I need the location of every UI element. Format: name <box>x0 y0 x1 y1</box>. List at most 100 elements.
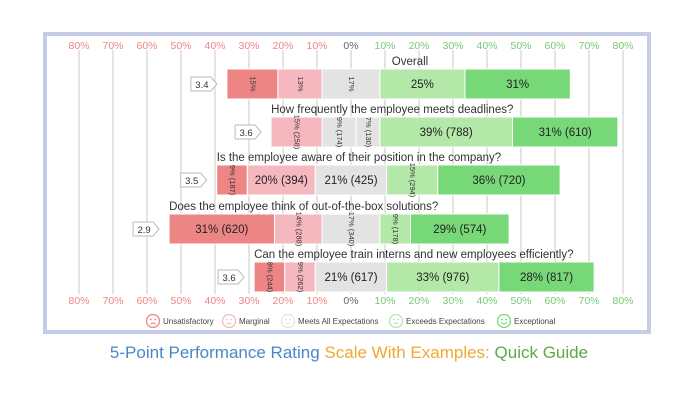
bar-segment <box>498 261 595 293</box>
tick-label: 20% <box>272 40 293 52</box>
row-1: Overall 3.4 15% 13% 17% 25% 31% <box>190 56 571 100</box>
bar-segment <box>379 116 513 148</box>
tick-label: 30% <box>238 40 259 52</box>
eye <box>149 318 152 321</box>
data-label: 20% (394) <box>255 175 308 187</box>
legend-item: Exceptional <box>496 313 556 329</box>
sad-face-icon <box>221 313 237 329</box>
eye <box>225 318 228 321</box>
data-label: 21% (617) <box>324 272 377 284</box>
bar-segment <box>379 68 466 100</box>
tick-label: 60% <box>136 295 157 307</box>
tick-label: 20% <box>408 295 429 307</box>
tick-label: 10% <box>306 40 327 52</box>
question-label: Is the employee aware of their position … <box>217 152 501 164</box>
mouth <box>226 322 232 325</box>
bar-segment <box>321 116 357 148</box>
tick-label: 70% <box>102 40 123 52</box>
bar-segment <box>321 213 381 245</box>
eye <box>505 318 508 321</box>
caption-part-1: 5-Point Performance Rating <box>109 343 320 362</box>
legend: Unsatisfactory Marginal Meets All Expectat… <box>145 313 556 329</box>
tick-label: 70% <box>578 40 599 52</box>
tick-label: 50% <box>170 40 191 52</box>
data-label: 31% <box>506 79 529 91</box>
tick-label: 80% <box>68 295 89 307</box>
legend-label: Marginal <box>239 317 270 326</box>
legend-label: Exceptional <box>514 317 556 326</box>
mouth <box>500 321 508 325</box>
tick-label: 40% <box>204 40 225 52</box>
score-value: 2.9 <box>137 225 150 236</box>
tick-label: 50% <box>170 295 191 307</box>
data-label: 14% (288) <box>294 212 303 247</box>
score-badge <box>234 124 262 140</box>
caption-part-2: Scale With Examples: <box>324 343 490 362</box>
data-label: 17% <box>347 76 356 91</box>
tick-label: 40% <box>204 295 225 307</box>
tick-label: 10% <box>374 295 395 307</box>
legend-item: Meets All Expectations <box>280 313 378 329</box>
eye <box>392 318 395 321</box>
row-3: Is the employee aware of their position … <box>180 152 561 198</box>
data-label: 39% (788) <box>420 127 473 139</box>
tick-label: 40% <box>476 40 497 52</box>
eye <box>230 318 233 321</box>
score-value: 3.6 <box>222 273 235 284</box>
score-value: 3.6 <box>239 128 252 139</box>
tick-label: 10% <box>306 295 327 307</box>
neutral-face-icon <box>280 313 296 329</box>
tick-label: 30% <box>442 40 463 52</box>
data-label: 7% (130) <box>364 117 373 148</box>
bar-segment <box>437 164 561 196</box>
tick-label: 50% <box>510 295 531 307</box>
bar-segment <box>314 261 388 293</box>
bar-segment <box>216 164 248 196</box>
data-label: 13% <box>296 76 305 91</box>
tick-label: 80% <box>612 40 633 52</box>
bar-segment <box>512 116 619 148</box>
legend-item: Unsatisfactory <box>145 313 214 329</box>
data-label: 15% (294) <box>408 163 417 198</box>
chart-frame: 80% 70% 60% 50% 40% 30% 20% 10% 0% 10% 20% 30% 40% 50… <box>43 32 651 334</box>
tick-label: 80% <box>68 40 89 52</box>
data-label: 8% (244) <box>265 262 274 293</box>
rating-chart: 80% 70% 60% 50% 40% 30% 20% 10% 0% 10% 20% 30% 40% 50… <box>68 40 634 329</box>
mouth <box>150 322 156 325</box>
data-label: 15% (258) <box>293 115 302 150</box>
tick-label: 60% <box>544 295 565 307</box>
eye <box>289 318 292 321</box>
tick-label: 60% <box>544 40 565 52</box>
tick-label: 0% <box>343 295 358 307</box>
data-label: 31% (620) <box>195 224 248 236</box>
question-label: How frequently the employee meets deadli… <box>271 104 513 116</box>
tick-label: 20% <box>272 295 293 307</box>
score-value: 3.4 <box>195 80 208 91</box>
tick-label: 60% <box>136 40 157 52</box>
row-4: Does the employee think of out-of-the-bo… <box>132 201 510 247</box>
bar-segment <box>284 261 316 293</box>
tick-label: 20% <box>408 40 429 52</box>
smile-face-icon <box>388 313 404 329</box>
data-label: 36% (720) <box>472 175 525 187</box>
data-label: 21% (425) <box>324 175 377 187</box>
data-label: 15% <box>248 76 257 91</box>
data-label: 9% (178) <box>391 214 400 245</box>
data-label: 9% (262) <box>296 262 305 293</box>
score-badge <box>132 221 160 237</box>
score-badge <box>180 172 208 188</box>
legend-item: Exceeds Expectations <box>388 313 485 329</box>
data-label: 9% (187) <box>228 165 237 196</box>
data-label: 25% <box>411 79 434 91</box>
big-smile-face-icon <box>496 313 512 329</box>
score-badge <box>190 76 218 92</box>
tick-label: 30% <box>238 295 259 307</box>
legend-label: Meets All Expectations <box>298 317 378 326</box>
eye <box>397 318 400 321</box>
bar-segment <box>246 164 316 196</box>
legend-label: Exceeds Expectations <box>406 317 485 326</box>
eye <box>154 318 157 321</box>
tick-label: 70% <box>578 295 599 307</box>
data-label: 29% (574) <box>433 224 486 236</box>
tick-label: 80% <box>612 295 633 307</box>
